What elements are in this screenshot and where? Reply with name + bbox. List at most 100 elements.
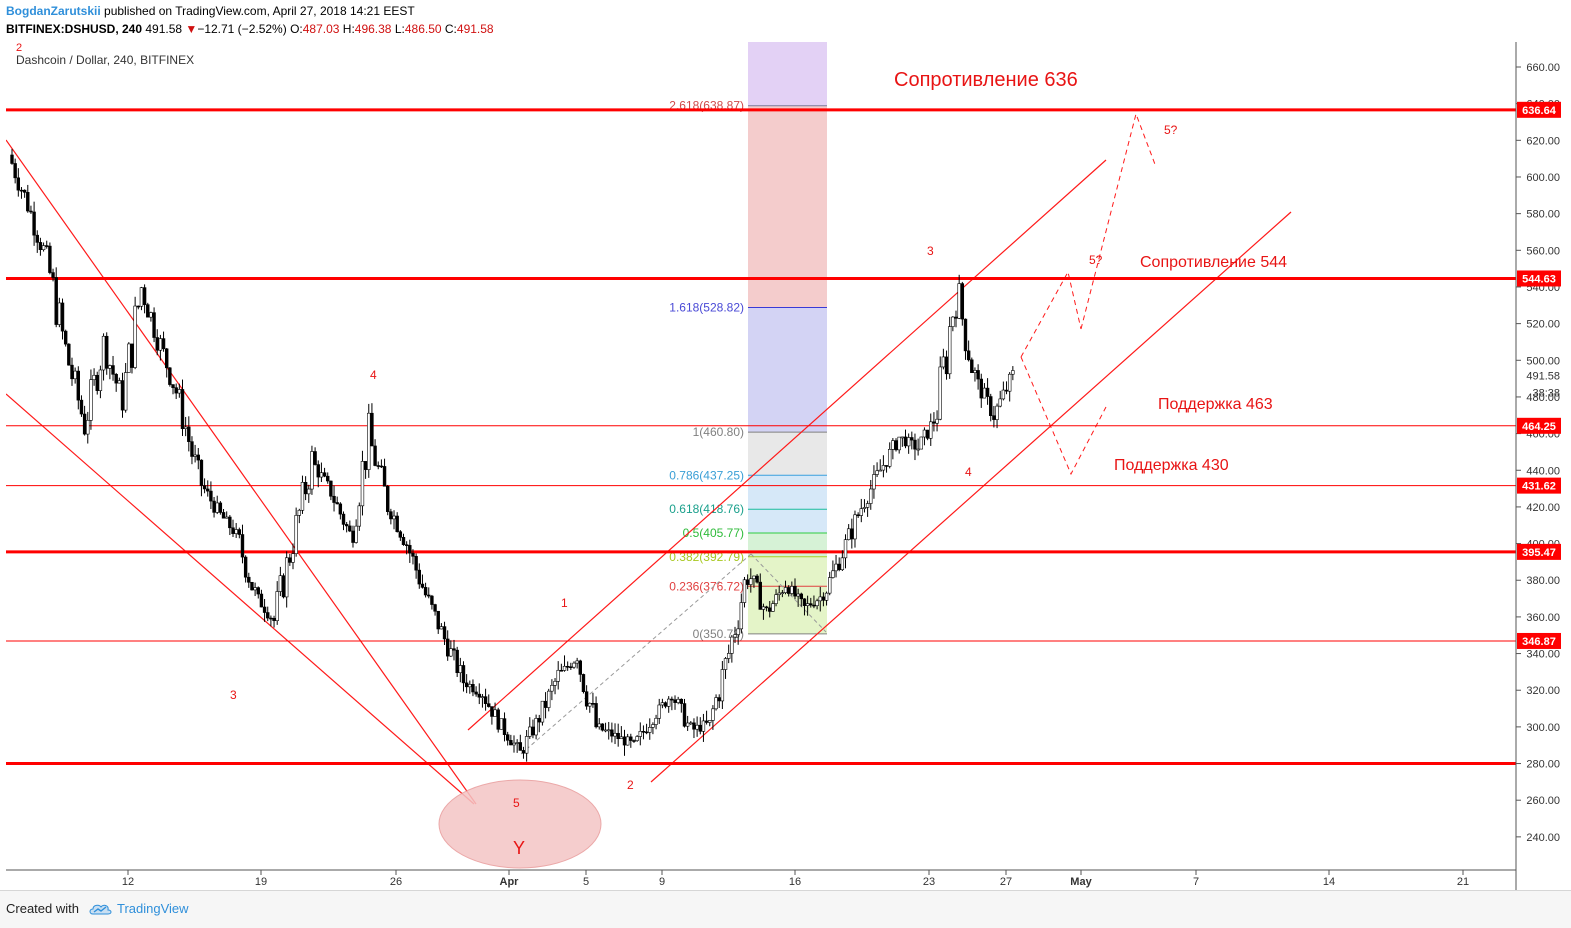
price-level-tag-label: 544.63 (1522, 273, 1556, 285)
candle-body (389, 511, 393, 520)
candle-body (695, 724, 699, 730)
price-tick-label: 280.00 (1526, 759, 1560, 771)
candle-body (275, 591, 279, 621)
price-level-tag (1517, 632, 1561, 649)
candle-body (297, 509, 302, 516)
candle-body (733, 634, 737, 638)
wave-y-ellipse[interactable] (438, 779, 602, 869)
time-tick-label: 9 (659, 876, 665, 888)
price-level-tag-label: 395.47 (1522, 547, 1556, 559)
wave-3-right-label: 3 (927, 244, 934, 258)
ascending-channel-lower[interactable] (650, 211, 1292, 783)
candle-body (998, 398, 1002, 407)
resistance-544-label: Сопротивление 544 (1140, 254, 1287, 271)
candle-body (714, 697, 718, 710)
candle-body (357, 505, 361, 527)
candle-body (865, 503, 870, 508)
candle-body (146, 304, 150, 318)
tradingview-link[interactable]: TradingView (117, 901, 189, 916)
candle-body (742, 579, 747, 603)
time-tick-label: 7 (1193, 876, 1199, 888)
price-axis[interactable]: 660.00640.00620.00600.00580.00560.00540.… (1516, 62, 1560, 844)
candle-body (872, 474, 876, 490)
candle-body (774, 594, 778, 604)
time-axis[interactable]: 12 19 26 Apr 5 9 16 23 27 May 7 14 21 (122, 870, 1469, 888)
candle-body (483, 696, 488, 704)
candle-body (667, 698, 671, 707)
candle-body (903, 436, 908, 447)
candle-body (404, 544, 409, 546)
tradingview-cloud-icon (89, 904, 112, 915)
candle-body (723, 658, 728, 670)
candle-body (168, 367, 172, 385)
change-arrow-icon: ▼ (185, 22, 198, 36)
candle-body (878, 469, 882, 472)
fib-band (748, 556, 827, 587)
candle-body (985, 387, 990, 397)
candle-body (556, 669, 560, 682)
candle-body (35, 234, 39, 243)
descending-channel-lower[interactable] (6, 393, 475, 805)
candle-body (341, 513, 346, 525)
author-link[interactable]: BogdanZarutskii (6, 4, 101, 18)
candle-body (221, 512, 226, 519)
candle-body (187, 426, 191, 442)
chart-header: BogdanZarutskii published on TradingView… (0, 0, 1571, 42)
candle-body (603, 729, 608, 732)
candle-body (815, 600, 819, 607)
candle-body (464, 682, 469, 688)
support-430-label: Поддержка 430 (1114, 457, 1229, 474)
candle-body (480, 696, 485, 698)
candle-body (663, 702, 668, 707)
candle-body (929, 421, 933, 439)
candle-body (515, 742, 519, 744)
candle-body (458, 665, 463, 674)
candle-body (752, 575, 756, 580)
time-tick-label: Apr (500, 876, 520, 888)
candle-body (281, 575, 286, 598)
price-chart[interactable]: 2.618(638.87)1.618(528.82)1(460.80)0.786… (6, 42, 1569, 890)
descending-channel-upper[interactable] (6, 139, 477, 805)
candle-body (581, 674, 586, 692)
candle-body (38, 242, 43, 250)
candle-body (45, 245, 49, 247)
candle-body (266, 612, 270, 619)
candle-body (373, 445, 377, 466)
candle-body (960, 283, 965, 320)
candle-body (436, 610, 440, 630)
candle-body (648, 727, 652, 733)
candle-body (367, 412, 371, 470)
candle-body (13, 163, 17, 179)
candle-body (386, 485, 390, 512)
candle-body (10, 154, 14, 164)
created-with-text: Created with (6, 901, 79, 916)
candle-body (133, 305, 137, 368)
candle-body (291, 553, 295, 563)
candle-body (344, 524, 349, 527)
candle-body (670, 698, 674, 701)
candle-body (704, 720, 709, 723)
candle-body (790, 586, 794, 594)
fib-band-top (748, 42, 827, 106)
candle-body (363, 461, 368, 470)
fib-band (748, 105, 827, 308)
candle-body (881, 465, 886, 471)
candle-body (310, 451, 314, 490)
fib-anchor-line (520, 553, 752, 755)
candle-body (86, 420, 90, 435)
candle-body (51, 272, 55, 278)
fib-level-label: 0.5(405.77) (683, 526, 744, 540)
candle-body (578, 660, 583, 675)
last-price: 491.58 (145, 22, 183, 36)
candle-body (651, 724, 655, 728)
symbol-label: BITFINEX:DSHUSD, 240 (6, 22, 143, 36)
candle-body (423, 587, 428, 596)
wave-5-label: 5 (513, 796, 520, 810)
ascending-channel-upper[interactable] (467, 159, 1107, 731)
candle-body (303, 482, 308, 495)
chart-area[interactable]: 2.618(638.87) 1.618(528.82) 1(460.80) 0.786… (6, 42, 1569, 890)
candle-body (834, 563, 838, 572)
candle-body (963, 318, 968, 352)
candle-body (989, 396, 993, 416)
candle-body (427, 594, 431, 597)
